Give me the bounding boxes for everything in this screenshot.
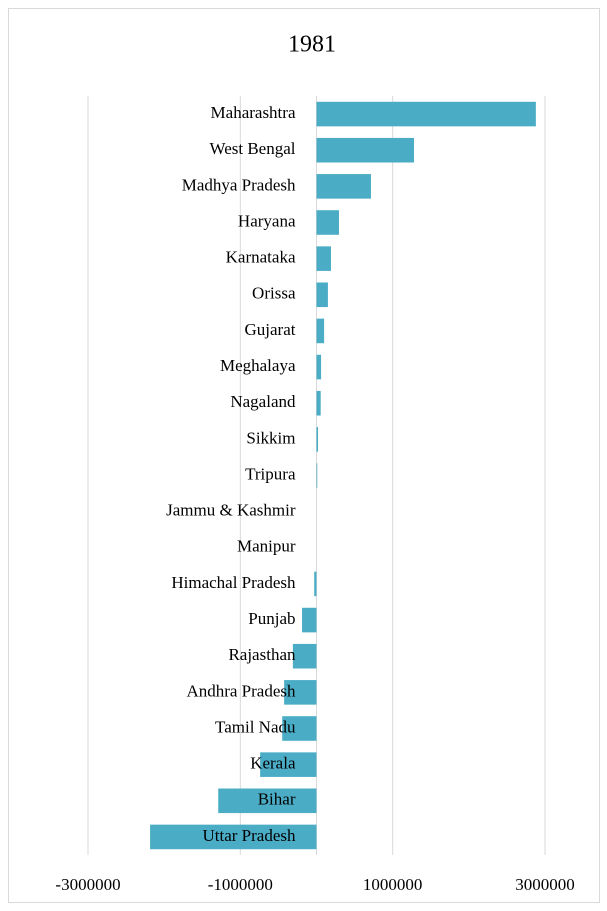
- y-tick-label: West Bengal: [210, 139, 296, 158]
- x-tick-label: -1000000: [208, 875, 273, 894]
- bar: [316, 318, 325, 344]
- bar: [316, 427, 319, 452]
- y-tick-label: Punjab: [248, 609, 295, 628]
- y-tick-label: Himachal Pradesh: [171, 573, 296, 592]
- y-tick-label: Meghalaya: [220, 356, 296, 375]
- bar: [292, 643, 317, 669]
- bar: [316, 101, 536, 127]
- bar: [316, 137, 414, 163]
- x-tick-label: -3000000: [55, 875, 120, 894]
- y-tick-label: Andhra Pradesh: [186, 681, 296, 700]
- bar: [282, 716, 317, 741]
- bar: [316, 282, 328, 308]
- y-tick-label: Bihar: [258, 790, 296, 809]
- y-tick-label: Orissa: [252, 284, 296, 303]
- y-tick-label: Gujarat: [245, 320, 296, 339]
- y-tick-label: Manipur: [237, 537, 296, 556]
- bar: [302, 607, 317, 633]
- bar: [316, 390, 321, 416]
- bar: [260, 752, 317, 777]
- y-tick-label: Nagaland: [230, 392, 296, 411]
- y-tick-label: Kerala: [250, 754, 296, 773]
- y-tick-label: Tamil Nadu: [215, 717, 296, 736]
- bar: [314, 571, 317, 597]
- y-tick-label: Jammu & Kashmir: [166, 501, 296, 520]
- x-tick-label: 1000000: [363, 875, 423, 894]
- chart-title: 1981: [288, 32, 336, 58]
- y-tick-label: Karnataka: [226, 248, 296, 267]
- bar: [316, 463, 318, 488]
- y-tick-label: Maharashtra: [211, 103, 296, 122]
- bar: [316, 354, 322, 380]
- bar: [150, 824, 317, 850]
- bar: [316, 174, 371, 199]
- bar: [284, 680, 317, 705]
- bar: [218, 788, 317, 814]
- y-tick-label: Tripura: [245, 464, 296, 483]
- y-tick-label: Rajasthan: [228, 645, 296, 664]
- x-tick-label: 3000000: [515, 875, 575, 894]
- bar: [316, 246, 331, 271]
- y-tick-label: Uttar Pradesh: [202, 826, 296, 845]
- y-tick-label: Haryana: [238, 211, 296, 230]
- y-tick-label: Madhya Pradesh: [182, 175, 296, 194]
- bar: [316, 210, 339, 235]
- y-tick-label: Sikkim: [246, 428, 295, 447]
